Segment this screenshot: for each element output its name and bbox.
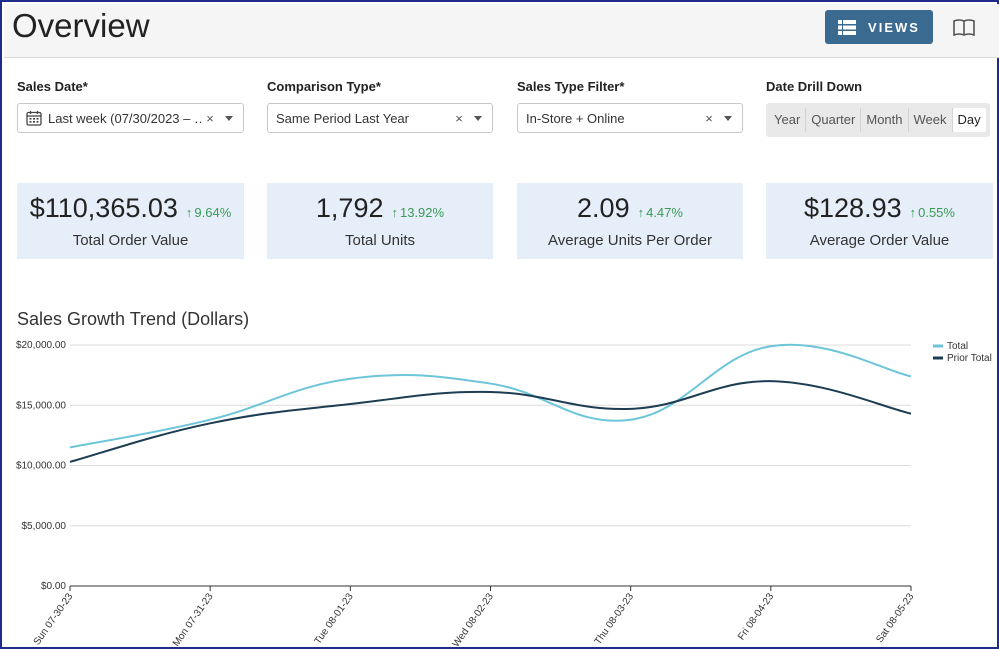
date-drill-down-toggle: Year Quarter Month Week Day xyxy=(766,103,990,137)
kpi-delta-value: 0.55% xyxy=(918,205,955,220)
comparison-type-select[interactable]: Same Period Last Year × xyxy=(267,103,493,133)
x-tick-label: Sun 07-30-23 xyxy=(32,591,76,647)
kpi-value: $110,365.03 xyxy=(29,193,178,223)
kpi-card-average-units-per-order: 2.09 ↑ 4.47% Average Units Per Order xyxy=(517,183,743,259)
sales-growth-chart: $0.00 $5,000.00 $10,000.00 $15,000.00 $20,00… xyxy=(16,340,992,649)
kpi-label: Total Order Value xyxy=(72,232,189,249)
kpi-delta-value: 4.47% xyxy=(646,205,683,220)
sales-type-select[interactable]: In-Store + Online × xyxy=(517,103,743,133)
kpi-card-total-order-value: $110,365.03 ↑ 9.64% Total Order Value xyxy=(17,183,244,259)
kpi-card-total-units: 1,792 ↑ 13.92% Total Units xyxy=(267,183,493,259)
y-tick-label: $0.00 xyxy=(41,581,66,592)
kpi-value: 2.09 xyxy=(577,193,630,223)
kpi-label: Total Units xyxy=(344,232,416,249)
sales-type-value: In-Store + Online xyxy=(526,110,625,126)
clear-icon[interactable]: × xyxy=(455,110,463,126)
x-tick-label: Mon 07-31-23 xyxy=(171,591,216,649)
kpi-delta-value: 9.64% xyxy=(194,205,232,220)
clear-icon[interactable]: × xyxy=(705,110,713,126)
date-drill-down-label: Date Drill Down xyxy=(766,79,863,94)
y-tick-label: $20,000.00 xyxy=(16,340,66,351)
sales-date-select[interactable]: Last week (07/30/2023 – … × xyxy=(17,103,244,133)
chevron-down-icon[interactable] xyxy=(225,115,233,121)
y-tick-label: $10,000.00 xyxy=(16,461,66,472)
x-tick-label: Wed 08-02-23 xyxy=(451,591,497,649)
kpi-delta: ↑ 13.92% xyxy=(391,205,444,220)
arrow-up-icon: ↑ xyxy=(185,205,193,220)
comparison-type-value: Same Period Last Year xyxy=(276,110,409,126)
kpi-value: 1,792 xyxy=(315,193,384,223)
drill-option-day[interactable]: Day xyxy=(952,108,986,132)
drill-option-year[interactable]: Year xyxy=(769,108,807,132)
x-tick-label: Tue 08-01-23 xyxy=(313,591,356,647)
arrow-up-icon: ↑ xyxy=(391,205,398,220)
kpi-delta-value: 13.92% xyxy=(399,205,445,220)
kpi-delta: ↑ 0.55% xyxy=(910,205,955,220)
sales-date-label: Sales Date* xyxy=(17,79,88,94)
calendar-icon xyxy=(26,111,42,126)
chevron-down-icon[interactable] xyxy=(724,115,732,121)
arrow-up-icon: ↑ xyxy=(909,205,917,220)
chevron-down-icon[interactable] xyxy=(474,115,482,121)
comparison-type-label: Comparison Type* xyxy=(267,79,381,94)
sales-type-filter: Sales Type Filter* In-Store + Online × xyxy=(517,79,743,133)
legend-label: Prior Total xyxy=(947,353,992,364)
arrow-up-icon: ↑ xyxy=(637,205,645,220)
kpi-delta: ↑ 9.64% xyxy=(186,205,231,220)
y-tick-label: $15,000.00 xyxy=(16,400,66,411)
x-tick-label: Fri 08-04-23 xyxy=(736,591,777,642)
page-title: Overview xyxy=(12,7,150,44)
drill-option-week[interactable]: Week xyxy=(909,108,953,132)
views-button[interactable]: VIEWS xyxy=(825,10,933,44)
kpi-delta: ↑ 4.47% xyxy=(638,205,683,220)
x-tick-label: Sat 08-05-23 xyxy=(874,591,916,645)
drill-option-month[interactable]: Month xyxy=(861,108,909,132)
page-header: Overview VIEWS xyxy=(4,4,999,58)
kpi-label: Average Order Value xyxy=(809,232,950,249)
kpi-value: $128.93 xyxy=(804,193,902,223)
comparison-type-filter: Comparison Type* Same Period Last Year × xyxy=(267,79,493,133)
kpi-card-average-order-value: $128.93 ↑ 0.55% Average Order Value xyxy=(766,183,993,259)
book-icon[interactable] xyxy=(952,18,976,38)
sales-date-value: Last week (07/30/2023 – … xyxy=(48,110,201,126)
legend-label: Total xyxy=(947,341,968,352)
sales-date-filter: Sales Date* Last week (07/30/2023 – … × xyxy=(17,79,244,133)
views-label: VIEWS xyxy=(868,19,920,35)
list-icon xyxy=(838,19,857,35)
chart-title: Sales Growth Trend (Dollars) xyxy=(17,309,250,329)
sales-type-label: Sales Type Filter* xyxy=(517,79,625,94)
series-line-total xyxy=(69,343,912,449)
date-drill-down-filter: Date Drill Down Year Quarter Month Week … xyxy=(766,79,990,137)
series-line-prior-total xyxy=(69,380,912,463)
y-tick-label: $5,000.00 xyxy=(22,521,67,532)
drill-option-quarter[interactable]: Quarter xyxy=(806,108,862,132)
kpi-label: Average Units Per Order xyxy=(548,232,712,249)
clear-icon[interactable]: × xyxy=(206,110,214,126)
x-tick-label: Thu 08-03-23 xyxy=(593,591,637,647)
